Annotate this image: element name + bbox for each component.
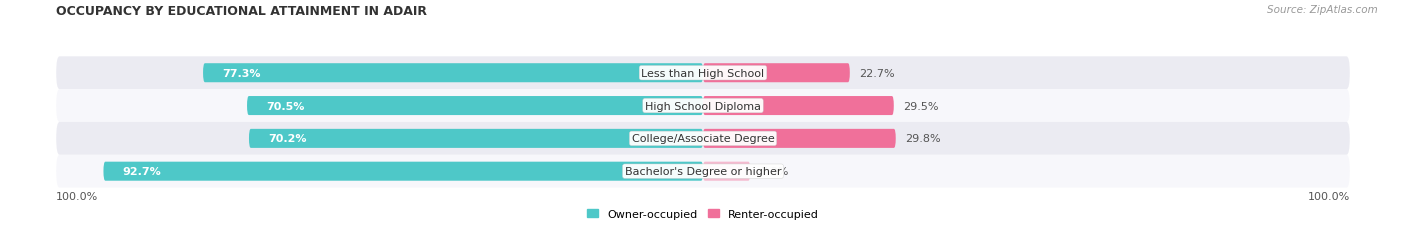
FancyBboxPatch shape: [703, 162, 751, 181]
FancyBboxPatch shape: [56, 122, 1350, 155]
Text: Source: ZipAtlas.com: Source: ZipAtlas.com: [1267, 5, 1378, 15]
Text: 22.7%: 22.7%: [859, 68, 896, 78]
Text: 70.2%: 70.2%: [269, 134, 307, 144]
FancyBboxPatch shape: [247, 97, 703, 116]
FancyBboxPatch shape: [249, 129, 703, 148]
Text: 70.5%: 70.5%: [267, 101, 305, 111]
Text: 7.3%: 7.3%: [759, 167, 789, 176]
FancyBboxPatch shape: [56, 57, 1350, 90]
FancyBboxPatch shape: [703, 64, 849, 83]
FancyBboxPatch shape: [56, 155, 1350, 188]
Text: OCCUPANCY BY EDUCATIONAL ATTAINMENT IN ADAIR: OCCUPANCY BY EDUCATIONAL ATTAINMENT IN A…: [56, 5, 427, 18]
Text: Less than High School: Less than High School: [641, 68, 765, 78]
Text: High School Diploma: High School Diploma: [645, 101, 761, 111]
Text: 92.7%: 92.7%: [122, 167, 162, 176]
Text: 29.5%: 29.5%: [904, 101, 939, 111]
Text: 100.0%: 100.0%: [56, 191, 98, 201]
FancyBboxPatch shape: [703, 129, 896, 148]
FancyBboxPatch shape: [703, 97, 894, 116]
Legend: Owner-occupied, Renter-occupied: Owner-occupied, Renter-occupied: [582, 204, 824, 223]
Text: College/Associate Degree: College/Associate Degree: [631, 134, 775, 144]
FancyBboxPatch shape: [104, 162, 703, 181]
Text: 100.0%: 100.0%: [1308, 191, 1350, 201]
Text: 77.3%: 77.3%: [222, 68, 262, 78]
FancyBboxPatch shape: [56, 90, 1350, 122]
FancyBboxPatch shape: [202, 64, 703, 83]
Text: 29.8%: 29.8%: [905, 134, 941, 144]
Text: Bachelor's Degree or higher: Bachelor's Degree or higher: [624, 167, 782, 176]
